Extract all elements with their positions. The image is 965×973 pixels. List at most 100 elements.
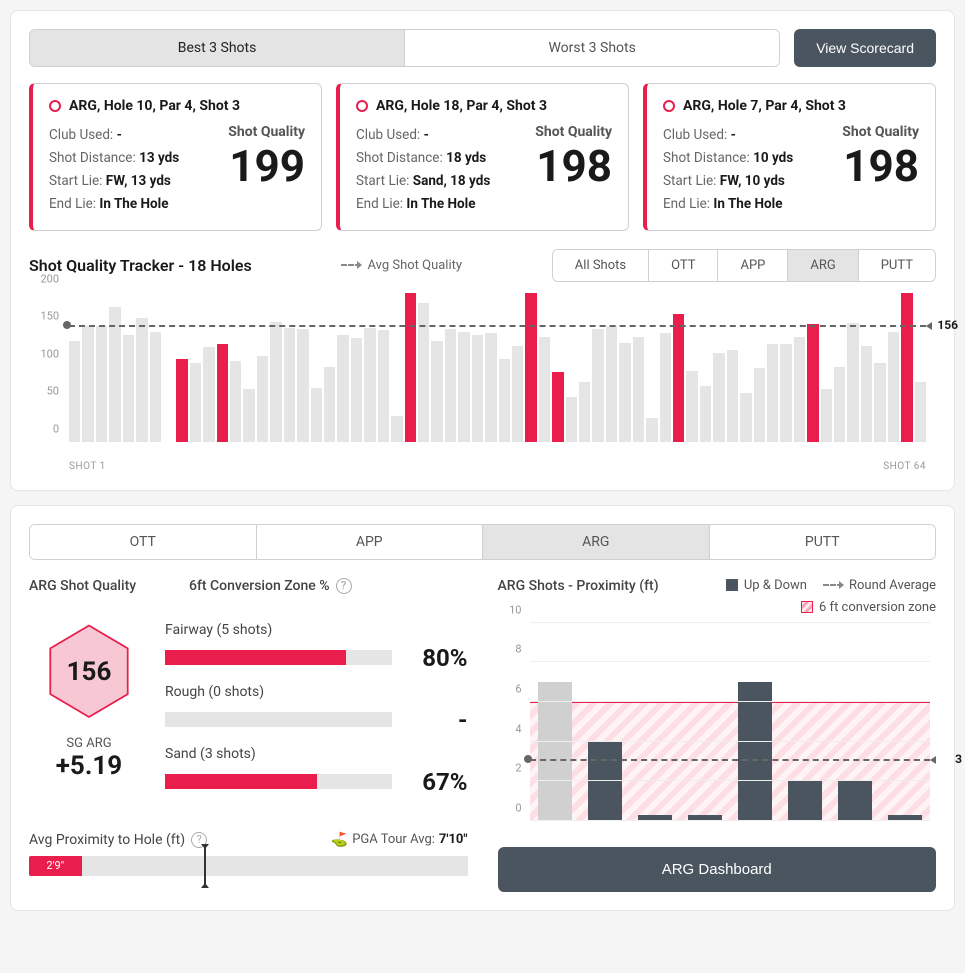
shot-card[interactable]: ARG, Hole 10, Par 4, Shot 3 Club Used: -… [29,83,322,231]
tracker-bar[interactable] [351,338,362,442]
tracker-avg-line: 156 [69,325,926,327]
tracker-bar[interactable] [821,389,832,442]
tracker-bar[interactable] [431,341,442,442]
filter-tab-all-shots[interactable]: All Shots [553,250,649,281]
tracker-bar[interactable] [861,346,872,442]
tracker-bar[interactable] [780,344,791,442]
prox-chart-title: ARG Shots - Proximity (ft) [498,578,659,594]
prox-bar[interactable] [788,781,822,821]
tracker-bar[interactable] [123,335,134,442]
tracker-bar[interactable] [378,330,389,442]
tracker-bar[interactable] [337,335,348,442]
golf-flag-icon: ⛳ [331,832,348,848]
tracker-bar[interactable] [284,328,295,442]
tracker-bar[interactable] [673,314,684,442]
quality-title: ARG Shot Quality [29,578,149,594]
shots-segment: Best 3 Shots Worst 3 Shots [29,29,780,67]
tracker-bar[interactable] [82,326,93,442]
tracker-bar[interactable] [592,329,603,442]
tracker-bar[interactable] [660,333,671,442]
tracker-bar[interactable] [807,324,818,442]
sg-label: SG ARG [66,736,111,751]
bottom-tab-putt[interactable]: PUTT [710,525,936,559]
worst-shots-tab[interactable]: Worst 3 Shots [405,30,779,66]
tracker-legend-label: Avg Shot Quality [367,258,462,273]
tracker-bar[interactable] [69,341,80,442]
tracker-bar[interactable] [727,350,738,442]
tracker-bar[interactable] [606,326,617,442]
proximity-marker [204,848,206,884]
avg-arrow-icon [930,756,936,764]
bottom-tab-ott[interactable]: OTT [30,525,257,559]
tracker-bar[interactable] [257,356,268,442]
tracker-bar[interactable] [754,368,765,442]
help-icon[interactable]: ? [336,578,352,594]
tracker-bar[interactable] [888,332,899,442]
prox-bar[interactable] [738,682,772,821]
bottom-tab-app[interactable]: APP [257,525,484,559]
tracker-bar[interactable] [847,323,858,442]
tracker-bar[interactable] [230,361,241,442]
x-label-end: SHOT 64 [883,461,926,472]
tracker-bar[interactable] [646,418,657,442]
filter-tab-ott[interactable]: OTT [649,250,718,281]
avg-value-label: 156 [937,318,958,332]
tracker-bar[interactable] [525,293,536,442]
tracker-bar[interactable] [150,332,161,442]
tracker-bar[interactable] [445,329,456,442]
prox-bar[interactable] [838,781,872,821]
tracker-bar[interactable] [297,329,308,442]
hatch-icon [801,601,813,613]
filter-tab-arg[interactable]: ARG [788,250,858,281]
tracker-bar[interactable] [834,367,845,442]
tracker-bar[interactable] [539,337,550,442]
shot-card[interactable]: ARG, Hole 7, Par 4, Shot 3 Club Used: - … [643,83,936,231]
tracker-bar[interactable] [458,332,469,442]
tracker-bar[interactable] [566,397,577,442]
tracker-bar[interactable] [176,359,187,442]
tracker-bar[interactable] [499,359,510,442]
best-shots-tab[interactable]: Best 3 Shots [30,30,405,66]
prox-bar[interactable] [588,742,622,821]
tracker-bar[interactable] [915,382,926,442]
tracker-bar[interactable] [324,367,335,442]
prox-bar[interactable] [538,682,572,821]
tracker-bar[interactable] [700,386,711,442]
tracker-bar[interactable] [109,307,120,442]
tracker-bar[interactable] [243,389,254,442]
tracker-bar[interactable] [364,328,375,442]
tracker-bar[interactable] [136,318,147,442]
tracker-bar[interactable] [270,322,281,442]
bottom-tab-arg[interactable]: ARG [483,525,710,559]
tracker-bar[interactable] [512,346,523,442]
tracker-bar[interactable] [203,347,214,442]
filter-tab-app[interactable]: APP [718,250,788,281]
conversion-rows: Fairway (5 shots) 80% Rough (0 shots) - … [165,622,468,808]
tracker-bar[interactable] [713,353,724,442]
tracker-bar[interactable] [485,333,496,442]
tracker-bar[interactable] [391,416,402,442]
tracker-bar[interactable] [96,326,107,442]
shot-card[interactable]: ARG, Hole 18, Par 4, Shot 3 Club Used: -… [336,83,629,231]
x-label-start: SHOT 1 [69,461,106,472]
tracker-bar[interactable] [901,293,912,442]
sg-value: +5.19 [56,751,122,781]
proximity-track: 2'9" [29,856,468,876]
tracker-bar[interactable] [472,335,483,442]
tracker-bar[interactable] [767,344,778,442]
tracker-bar[interactable] [874,363,885,442]
view-scorecard-button[interactable]: View Scorecard [794,29,936,67]
tracker-bar[interactable] [217,344,228,442]
tracker-bar[interactable] [552,372,563,442]
tracker-bar[interactable] [311,388,322,442]
tracker-bar[interactable] [740,393,751,442]
filter-tab-putt[interactable]: PUTT [859,250,935,281]
tracker-bar[interactable] [633,337,644,442]
tracker-bar[interactable] [405,293,416,442]
tracker-bar[interactable] [190,363,201,442]
tracker-bar[interactable] [794,337,805,442]
tracker-bar[interactable] [619,343,630,442]
tracker-bar[interactable] [686,371,697,442]
tracker-bar[interactable] [579,382,590,442]
arg-dashboard-button[interactable]: ARG Dashboard [498,847,937,892]
